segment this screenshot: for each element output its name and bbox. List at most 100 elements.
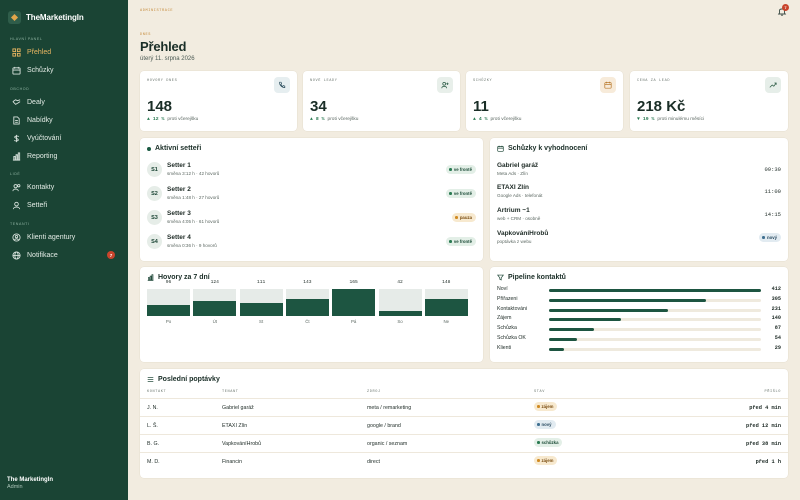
- sidebar-item-notifications[interactable]: Notifikace 7: [8, 248, 120, 262]
- nav-section-people: LIDÉ: [10, 172, 21, 176]
- delta-compare: proti včerejšku: [327, 117, 359, 122]
- source-cell: meta / remarketing: [367, 405, 412, 411]
- meeting-meta: Meta Ads · Zlín: [497, 171, 528, 176]
- meeting-item[interactable]: Artrium ~1 web + CRM · osobně 14:15: [497, 207, 781, 225]
- table-row[interactable]: L. Š. ETAXI Zlín google / brand nový pře…: [140, 416, 788, 434]
- sidebar-item-reporting[interactable]: Reporting: [8, 149, 120, 163]
- bar[interactable]: [285, 299, 329, 316]
- setter-name: Setter 1: [167, 162, 191, 169]
- received-cell: před 1 h: [755, 459, 781, 465]
- brand-logo-icon: [8, 10, 21, 24]
- calendar-icon: [600, 77, 616, 93]
- breadcrumb: ADMINISTRACE: [140, 9, 174, 13]
- meeting-item[interactable]: VapkováníHrobů poptávka z webu nový: [497, 230, 781, 248]
- setter-row[interactable]: S4 Setter 4 směna 0:36 h · 9 hovorů ve f…: [147, 233, 476, 253]
- bar[interactable]: [378, 311, 422, 316]
- card-title: Hovory za 7 dní: [147, 274, 210, 281]
- bar[interactable]: [193, 301, 237, 316]
- pipeline-count: 231: [771, 305, 781, 312]
- pipeline-row[interactable]: Přiřazeni 305: [497, 296, 781, 304]
- card-title: Schůzky k vyhodnocení: [497, 145, 587, 152]
- received-cell: před 4 min: [749, 405, 781, 411]
- stat-label: SCHŮZKY: [473, 79, 493, 83]
- stat-delta: ▲ 8 % proti včerejšku: [310, 117, 358, 122]
- tenant-cell: VapkováníHrobů: [222, 441, 262, 447]
- setter-meta: směna 4:05 h · 61 hovorů: [167, 219, 220, 224]
- bar-category-label: Út: [212, 319, 217, 324]
- pipeline-label: Schůzka OK: [497, 335, 526, 341]
- calendar-icon: [12, 66, 21, 75]
- meeting-meta: poptávka z webu: [497, 239, 532, 244]
- contact-cell: J. N.: [147, 405, 158, 411]
- pipeline-bar: [549, 347, 564, 351]
- meeting-time: 11:00: [764, 188, 781, 195]
- setter-row[interactable]: S3 Setter 3 směna 4:05 h · 61 hovorů pau…: [147, 209, 476, 229]
- meeting-item[interactable]: ETAXI Zlín Google Ads · telefonát 11:00: [497, 184, 781, 202]
- sidebar-item-contacts[interactable]: Kontakty: [8, 180, 120, 194]
- person-icon: [12, 232, 21, 242]
- status-badge: ve frontě: [446, 189, 476, 198]
- column-header-source[interactable]: ZDROJ: [367, 390, 381, 394]
- table-row[interactable]: J. N. Gabriel garáž meta / remarketing z…: [140, 398, 788, 416]
- delta-arrow-icon: ▲: [310, 117, 313, 122]
- bar[interactable]: [239, 302, 283, 316]
- user-role: Admin: [7, 484, 23, 490]
- meeting-name: Gabriel garáž: [497, 162, 539, 169]
- contact-cell: M. D.: [147, 459, 160, 465]
- pipeline-row[interactable]: Schůzka OK 54: [497, 335, 781, 343]
- column-header-contact[interactable]: KONTAKT: [147, 390, 167, 394]
- bar[interactable]: [424, 298, 468, 316]
- delta-compare: proti včerejšku: [167, 117, 199, 122]
- setter-row[interactable]: S1 Setter 1 směna 3:12 h · 42 hovorů ve …: [147, 161, 476, 181]
- stat-card-meetings: SCHŮZKY 11 ▲ 4 % proti včerejšku: [466, 71, 623, 131]
- setter-name: Setter 2: [167, 186, 191, 193]
- brand-name: TheMarketingIn: [26, 12, 84, 22]
- pipeline-bar: [549, 338, 577, 341]
- bar[interactable]: [332, 289, 376, 316]
- pipeline-row[interactable]: Zájem 140: [497, 315, 781, 323]
- table-row[interactable]: B. G. VapkováníHrobů organic / seznam sc…: [140, 434, 788, 452]
- pipeline-row[interactable]: Schůzka 87: [497, 325, 781, 333]
- meeting-item[interactable]: Gabriel garáž Meta Ads · Zlín 09:30: [497, 162, 781, 180]
- card-title-text: Poslední poptávky: [158, 376, 220, 383]
- active-setters-card: Aktivní setteři S1 Setter 1 směna 3:12 h…: [140, 138, 483, 261]
- pipeline-row[interactable]: Klienti 29: [497, 345, 781, 353]
- pipeline-count: 305: [771, 295, 781, 302]
- table-row[interactable]: M. D. Financin direct zájem před 1 h: [140, 452, 788, 470]
- sidebar-item-setters[interactable]: Setteři: [8, 198, 120, 212]
- brand[interactable]: TheMarketingIn: [8, 9, 120, 25]
- pipeline-track: [549, 298, 761, 302]
- bar-value-label: 124: [210, 280, 219, 285]
- delta-value: 4 %: [478, 117, 488, 122]
- delta-compare: proti minulému měsíci: [657, 117, 705, 122]
- sidebar-item-overview[interactable]: Přehled: [8, 45, 120, 59]
- setter-row[interactable]: S2 Setter 2 směna 1:48 h · 27 hovorů ve …: [147, 185, 476, 205]
- sidebar-item-offers[interactable]: Nabídky: [8, 113, 120, 127]
- stat-card-calls: HOVORY DNES 148 ▲ 12 % proti včerejšku: [140, 71, 297, 131]
- card-title-text: Schůzky k vyhodnocení: [508, 145, 588, 152]
- pipeline-track: [549, 318, 761, 322]
- column-header-tenant[interactable]: TENANT: [222, 390, 239, 394]
- pipeline-bar: [549, 318, 622, 322]
- setter-name: Setter 4: [167, 234, 191, 241]
- column-header-status[interactable]: STAV: [534, 390, 546, 394]
- pipeline-row[interactable]: Kontaktováni 231: [497, 306, 781, 314]
- sidebar-item-meetings[interactable]: Schůzky: [8, 63, 120, 77]
- filter-icon: [497, 274, 504, 281]
- sidebar-item-billing[interactable]: Vyúčtování: [8, 131, 120, 145]
- chart-icon: [147, 274, 154, 281]
- stat-value: 148: [147, 98, 173, 115]
- user-profile[interactable]: The MarketingIn Admin: [7, 477, 53, 490]
- sidebar-item-label: Notifikace: [27, 251, 58, 259]
- setter-meta: směna 3:12 h · 42 hovorů: [167, 171, 220, 176]
- stat-label: CENA ZA LEAD: [637, 79, 671, 83]
- pipeline-track: [549, 308, 761, 312]
- column-header-received[interactable]: PŘIŠLO: [764, 390, 781, 394]
- pipeline-count: 87: [774, 325, 781, 332]
- pipeline-row[interactable]: Noví 412: [497, 286, 781, 294]
- bar[interactable]: [147, 304, 190, 316]
- sidebar-item-deals[interactable]: Dealy: [8, 95, 120, 109]
- sidebar-item-agency-clients[interactable]: Klienti agentury: [8, 230, 120, 244]
- stat-card-leads: NOVÉ LEADY 34 ▲ 8 % proti včerejšku: [303, 71, 460, 131]
- page-date: úterý 11. srpna 2026: [140, 56, 195, 62]
